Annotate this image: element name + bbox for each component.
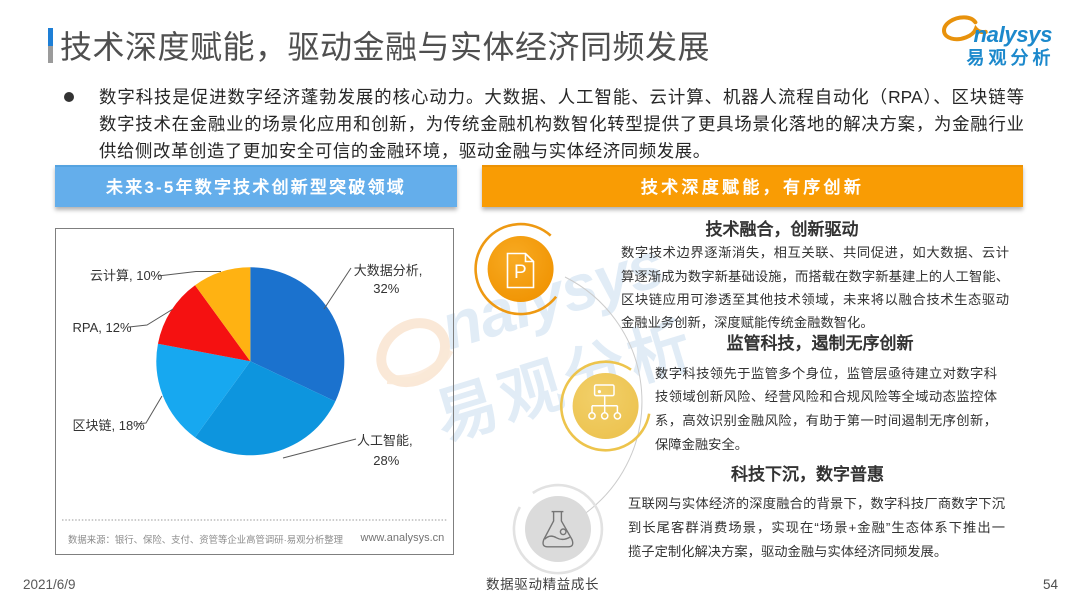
svg-text:P: P — [514, 262, 527, 283]
